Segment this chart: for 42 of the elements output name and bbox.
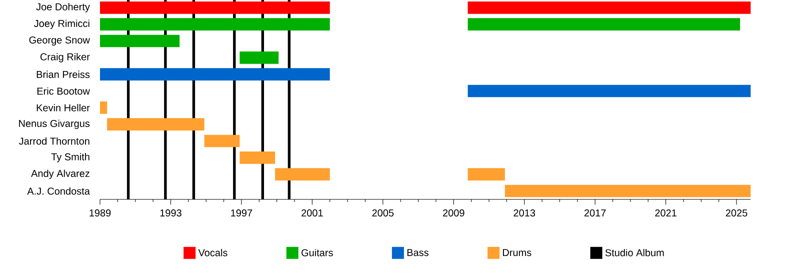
y-tick-label: Craig Riker [40, 53, 90, 62]
x-tick-label: 2009 [443, 209, 464, 216]
y-tick-label: Kevin Heller [36, 104, 90, 112]
bar [240, 52, 279, 64]
bar [468, 168, 505, 181]
legend-label: Bass [407, 249, 428, 256]
x-tick-label: 2025 [726, 209, 748, 216]
bar [468, 2, 751, 14]
bar [468, 18, 740, 31]
legend-label: Guitars [302, 248, 333, 256]
bar [100, 18, 330, 31]
bar [504, 184, 751, 198]
x-tick-label: 1989 [90, 209, 111, 216]
bar [468, 84, 751, 98]
x-tick-label: 1997 [231, 209, 252, 216]
bar [204, 134, 240, 148]
y-tick-label: Nenus Givargus [19, 120, 90, 129]
bar [100, 68, 330, 81]
legend-label: Vocals [198, 248, 228, 256]
y-tick-label: Eric Bootow [37, 87, 90, 95]
y-tick-label: Andy Alvarez [31, 170, 90, 179]
y-tick-label: George Snow [29, 36, 90, 46]
y-tick-label: Joe Doherty [36, 3, 90, 12]
bar [107, 118, 204, 131]
y-tick-label: Ty Smith [51, 153, 90, 162]
bar [100, 34, 180, 48]
x-tick-label: 2013 [514, 209, 536, 216]
legend-label: Drums [502, 249, 532, 256]
y-tick-label: Joey Rimicci [34, 20, 90, 29]
legend-label: Studio Album [605, 248, 664, 256]
x-tick-label: 2017 [584, 209, 606, 216]
x-tick-label: 2005 [372, 209, 394, 216]
bar [100, 102, 108, 114]
bar [100, 2, 330, 14]
bar [275, 168, 330, 181]
y-tick-label: A.J. Condosta [27, 187, 90, 195]
x-tick-label: 2001 [302, 209, 323, 216]
bar [240, 152, 276, 164]
y-tick-label: Jarrod Thornton [18, 137, 90, 145]
y-tick-label: Brian Preiss [36, 70, 90, 78]
x-tick-label: 1993 [160, 209, 182, 216]
x-tick-label: 2021 [655, 209, 676, 216]
